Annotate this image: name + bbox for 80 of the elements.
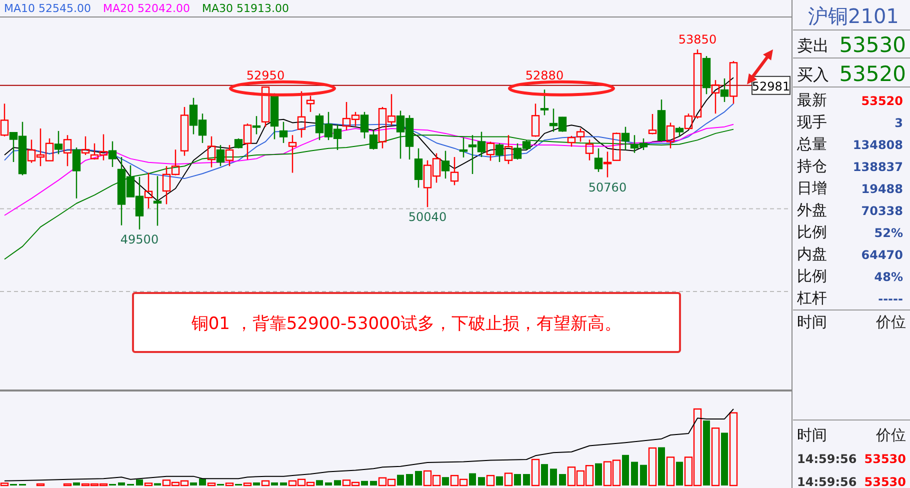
bar: [397, 474, 404, 486]
text: 53530: [839, 33, 906, 57]
text: 134808: [852, 138, 903, 152]
bar: [640, 464, 647, 486]
bar: [676, 462, 683, 486]
bar: [190, 482, 197, 486]
text: 价位: [876, 313, 906, 331]
annotation: 50760: [588, 180, 627, 194]
candlestick: [603, 151, 612, 178]
text: MA30 51913.00: [202, 2, 289, 15]
annotation: 50040: [408, 210, 447, 224]
annotation: 52880: [525, 68, 564, 82]
category-label: 时间: [797, 426, 827, 444]
text: MA20 52042.00: [103, 2, 190, 15]
text: 70338: [861, 204, 903, 218]
bar: [415, 470, 422, 486]
category-label: 最新: [797, 91, 827, 109]
text: 沪铜2101: [808, 4, 899, 28]
category-label: 14:59:56: [797, 475, 857, 488]
bar: [622, 454, 629, 486]
category-label: 比例: [797, 267, 827, 285]
category-label: 卖出: [797, 36, 829, 55]
category-label: 比例: [797, 223, 827, 241]
bar: [316, 480, 323, 486]
bar: [334, 480, 341, 486]
bar: [658, 447, 665, 486]
category-label: 外盘: [797, 201, 827, 219]
bar: [271, 482, 278, 486]
text: 53520: [861, 94, 903, 108]
text: 52%: [874, 226, 903, 240]
bar: [541, 464, 548, 486]
bar: [478, 477, 485, 486]
bar: [199, 478, 206, 486]
category-label: 日增: [797, 179, 827, 197]
category-label: 现手: [797, 113, 827, 131]
bar: [442, 477, 449, 486]
category-label: 时间: [797, 313, 827, 331]
bar: [496, 476, 503, 486]
annotation: 49500: [120, 232, 159, 246]
candlestick: [144, 172, 153, 209]
text: 3: [894, 116, 903, 130]
bar: [514, 474, 521, 486]
text: MA10 52545.00: [4, 2, 91, 15]
annotation: 铜01 ，背靠52900-53000试多，下破止损，有望新高。: [190, 314, 622, 334]
category-label: 杠杆: [796, 289, 827, 307]
text: 53520: [839, 62, 906, 86]
bar: [361, 480, 368, 486]
bar: [118, 482, 125, 486]
category-label: 14:59:56: [797, 452, 857, 466]
bar: [631, 462, 638, 486]
candlestick: [153, 175, 162, 226]
category-label: 内盘: [797, 245, 827, 263]
category-label: 持仓: [797, 157, 827, 175]
text: 53530: [864, 452, 906, 466]
text: 价位: [876, 426, 906, 444]
bar: [595, 463, 602, 486]
bar: [469, 473, 476, 486]
bar: [559, 474, 566, 486]
bar: [280, 482, 287, 486]
text: 48%: [874, 270, 903, 284]
category-label: 总量: [796, 135, 827, 153]
bar: [253, 482, 260, 486]
text: 138837: [852, 160, 903, 174]
bar: [406, 474, 413, 486]
text: 19488: [861, 182, 903, 196]
annotation: 53850: [678, 32, 717, 46]
category-label: 买入: [797, 65, 829, 84]
bar: [550, 468, 557, 486]
annotation: 52950: [246, 68, 285, 82]
ref-line-label: 52981: [752, 79, 790, 94]
text: -----: [878, 292, 903, 306]
bar: [370, 480, 377, 486]
bar: [721, 432, 728, 486]
bar: [136, 479, 143, 486]
bar: [703, 420, 710, 486]
text: 53530: [864, 475, 906, 488]
bar: [325, 482, 332, 486]
text: 64470: [861, 248, 903, 262]
bar: [523, 474, 530, 486]
bar: [73, 482, 80, 486]
